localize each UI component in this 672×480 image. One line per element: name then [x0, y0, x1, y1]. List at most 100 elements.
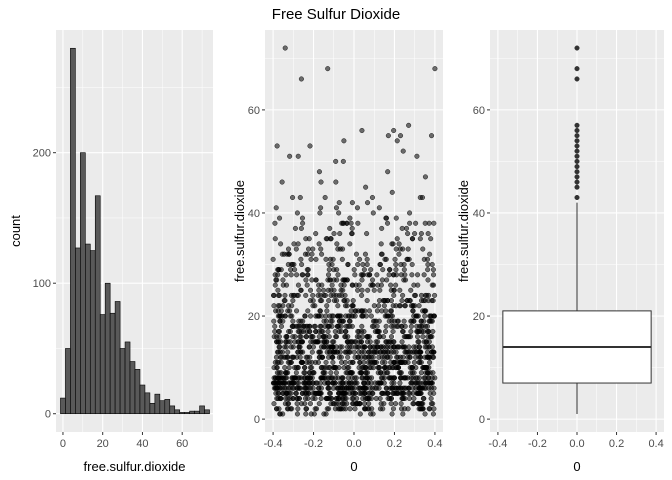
histogram-bar: [154, 393, 161, 415]
scatter-point: [349, 380, 355, 386]
scatter-point: [293, 246, 299, 252]
scatter-point: [333, 401, 339, 407]
scatter-point: [380, 267, 386, 273]
scatter-point: [402, 277, 409, 283]
scatter-point: [324, 236, 330, 242]
scatter-point: [374, 308, 380, 314]
scatter-point: [336, 210, 342, 216]
scatter-point: [295, 153, 301, 159]
scatter-point: [320, 370, 326, 376]
scatter-point: [339, 401, 345, 407]
scatter-point: [417, 359, 423, 365]
histogram-bar: [65, 348, 71, 415]
y-tick-label: 60: [248, 105, 260, 117]
scatter-point: [380, 334, 387, 340]
scatter-point: [293, 365, 299, 371]
scatter-point: [377, 365, 383, 371]
scatter-point: [364, 334, 370, 340]
scatter-point: [275, 349, 281, 355]
scatter-point: [340, 375, 346, 381]
scatter-point: [290, 292, 296, 298]
scatter-point: [352, 272, 358, 278]
scatter-point: [390, 406, 397, 412]
scatter-point: [398, 272, 404, 278]
scatter-point: [295, 282, 301, 288]
scatter-point: [302, 401, 308, 407]
scatter-point: [359, 313, 365, 319]
scatter-point: [323, 256, 329, 262]
scatter-point: [357, 401, 363, 407]
scatter-point: [377, 406, 383, 412]
scatter-point: [388, 401, 394, 407]
scatter-point: [366, 354, 372, 360]
scatter-point: [280, 411, 286, 417]
histogram-bar: [149, 402, 156, 415]
histogram-bar: [80, 152, 86, 415]
scatter-point: [350, 303, 356, 309]
scatter-point: [350, 359, 356, 365]
scatter-point: [347, 318, 353, 324]
x-tick-label: 60: [176, 438, 188, 450]
scatter-point: [428, 385, 434, 391]
x-tick-label: 40: [136, 438, 148, 450]
scatter-point: [418, 385, 424, 391]
scatter-point: [381, 370, 387, 376]
outlier-point: [574, 143, 580, 149]
scatter-point: [304, 354, 311, 360]
scatter-point: [316, 328, 322, 335]
scatter-point: [339, 395, 345, 402]
scatter-point: [274, 143, 280, 149]
scatter-point: [298, 339, 305, 345]
scatter-point: [376, 354, 382, 360]
scatter-point: [288, 406, 294, 412]
scatter-point: [290, 344, 296, 350]
histogram-bar: [189, 410, 195, 415]
scatter-point: [353, 251, 360, 257]
scatter-point: [307, 328, 313, 335]
scatter-point: [326, 406, 332, 412]
scatter-point: [279, 349, 286, 355]
scatter-point: [383, 215, 390, 221]
scatter-point: [280, 303, 286, 309]
scatter-point: [338, 323, 344, 329]
scatter-point: [393, 365, 399, 371]
scatter-point: [393, 303, 399, 309]
scatter-point: [287, 359, 293, 365]
scatter-point: [381, 303, 387, 309]
scatter-point: [305, 395, 311, 402]
scatter-point: [335, 246, 341, 252]
scatter-point: [364, 370, 371, 376]
histogram-bar: [179, 412, 185, 415]
scatter-point: [288, 272, 294, 278]
scatter-point: [355, 354, 361, 360]
scatter-point: [294, 210, 300, 216]
scatter-point: [411, 318, 417, 324]
scatter-point: [271, 292, 277, 298]
scatter-point: [344, 298, 350, 304]
scatter-point: [299, 390, 305, 396]
scatter-point: [290, 385, 296, 391]
scatter-point: [294, 411, 301, 417]
scatter-point: [422, 220, 428, 226]
scatter-point: [359, 334, 366, 340]
scatter-point: [328, 370, 334, 376]
scatter-point: [349, 375, 355, 381]
scatter-point: [429, 318, 435, 324]
scatter-point: [359, 287, 365, 293]
scatter-point: [308, 256, 314, 262]
scatter-point: [290, 334, 296, 340]
scatter-point: [316, 169, 322, 175]
scatter-point: [293, 390, 299, 396]
outlier-point: [574, 153, 580, 159]
scatter-point: [285, 246, 292, 252]
scatter-point: [316, 385, 322, 391]
scatter-point: [370, 349, 376, 355]
scatter-point: [385, 339, 391, 345]
scatter-point: [412, 292, 419, 298]
scatter-point: [309, 365, 315, 371]
y-tick-label: 0: [254, 414, 260, 426]
scatter-point: [353, 375, 359, 381]
scatter-point: [416, 354, 422, 360]
scatter-point: [291, 241, 297, 247]
scatter-point: [307, 401, 313, 407]
